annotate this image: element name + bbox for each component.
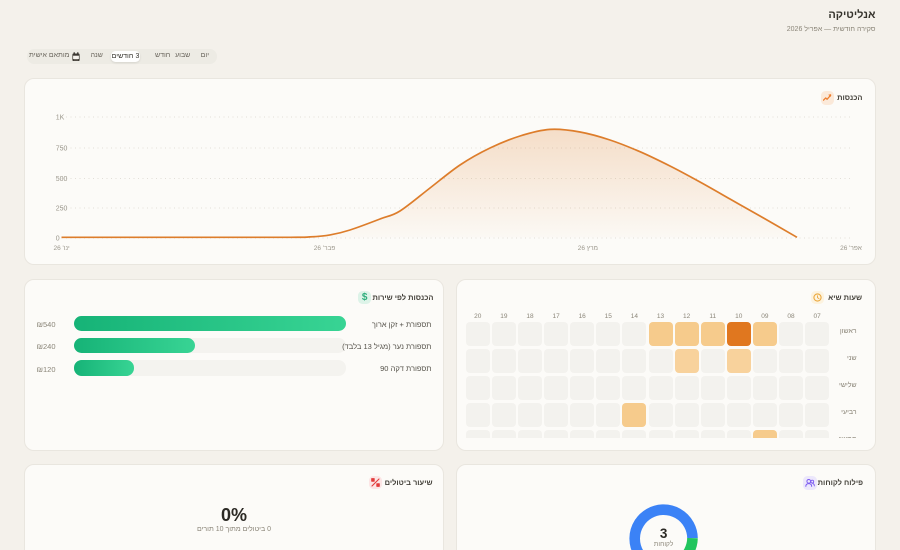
svg-text:750: 750: [56, 146, 68, 153]
svg-text:0: 0: [56, 236, 60, 243]
svg-text:מרץ 26: מרץ 26: [578, 245, 598, 252]
svg-text:אפר' 26: אפר' 26: [840, 245, 862, 252]
svg-text:ינו' 26: ינו' 26: [53, 245, 69, 252]
svg-text:250: 250: [56, 206, 68, 213]
svg-text:500: 500: [56, 176, 68, 183]
svg-text:1K: 1K: [56, 115, 65, 122]
svg-text:פבר' 26: פבר' 26: [314, 245, 336, 252]
